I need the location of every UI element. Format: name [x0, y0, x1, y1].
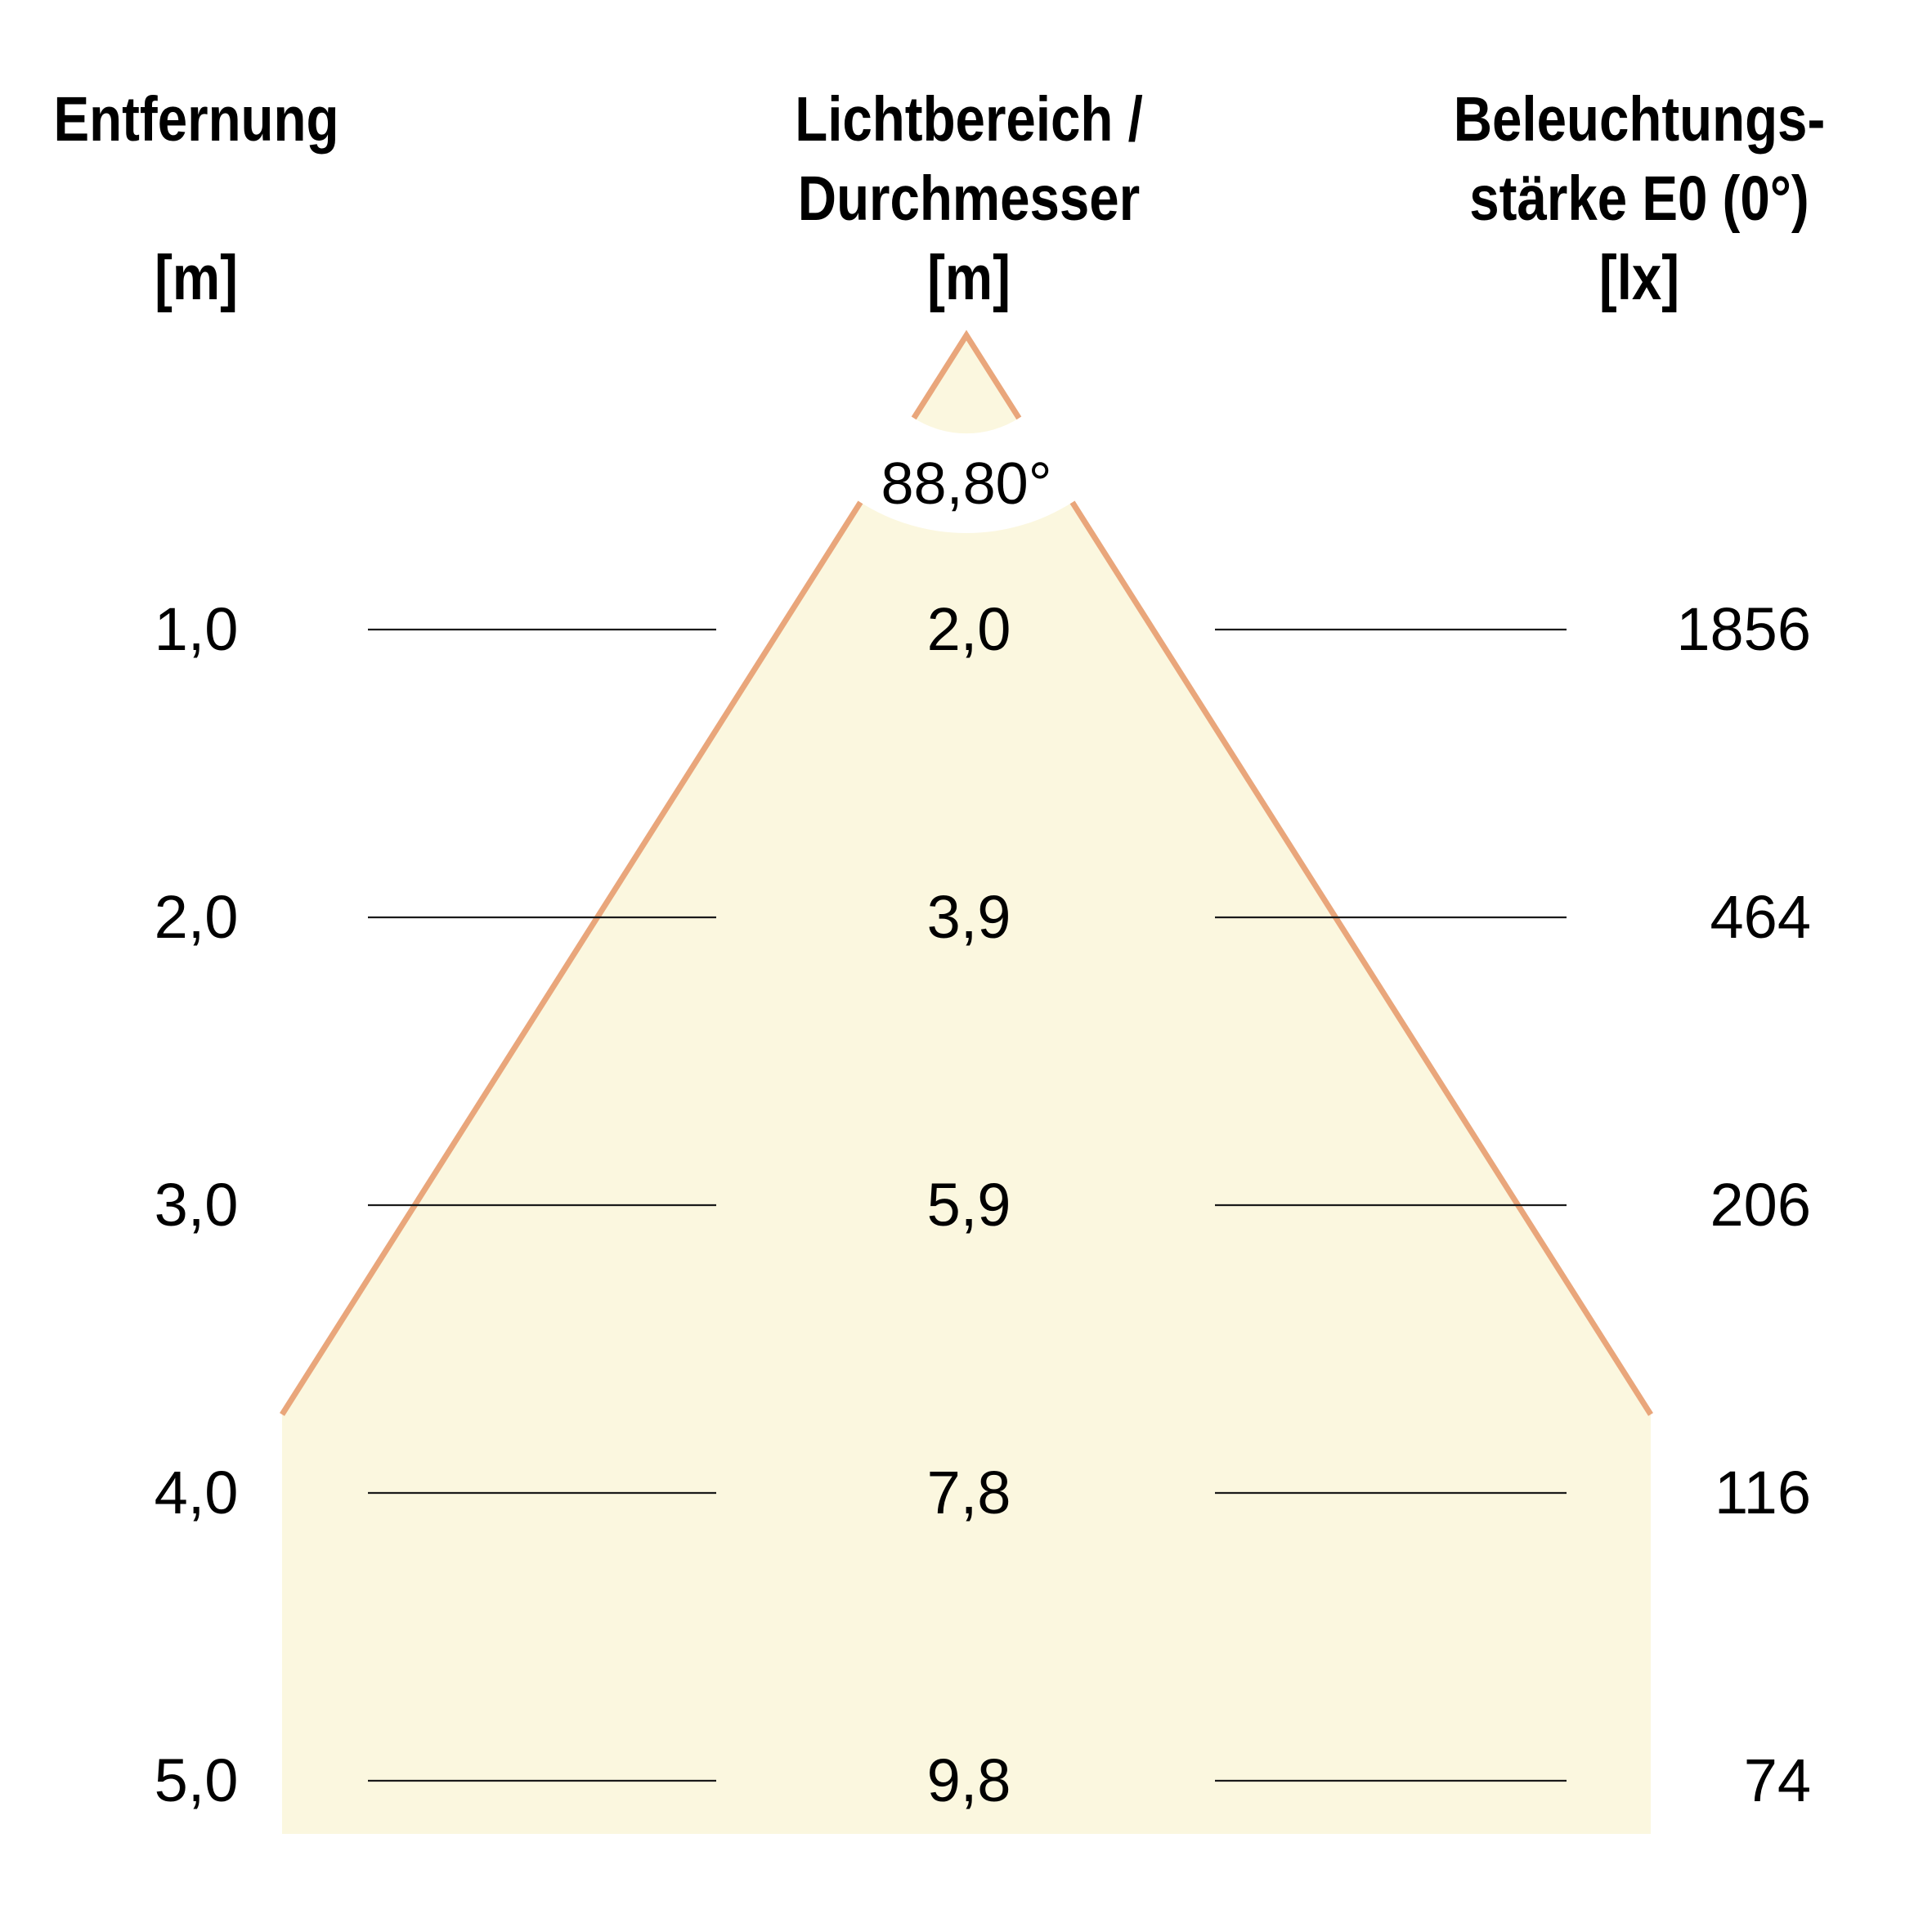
beam-edge-left	[280, 500, 863, 1416]
illuminance-value: 464	[1710, 883, 1811, 951]
header-line: Beleuchtungs-	[1453, 84, 1826, 155]
illuminance-value: 206	[1710, 1171, 1811, 1239]
diameter-value: 2,0	[926, 595, 1011, 663]
illuminance-value: 1856	[1676, 595, 1811, 663]
diameter-value: 5,9	[926, 1171, 1011, 1239]
illuminance-value: 116	[1715, 1459, 1811, 1526]
header-line: stärke E0 (0°)	[1469, 164, 1809, 234]
beam-edge-right	[1069, 500, 1653, 1416]
column-header-distance: Entfernung [m]	[29, 80, 363, 318]
beam-body	[282, 502, 1651, 1834]
illuminance-value: 74	[1743, 1746, 1811, 1814]
header-line: [lx]	[1598, 243, 1680, 313]
column-header-illuminance: Beleuchtungs- stärke E0 (0°) [lx]	[1396, 80, 1883, 318]
distance-value: 3,0	[154, 1171, 239, 1239]
beam-apex-sector	[913, 335, 1020, 434]
header-line: Entfernung	[53, 84, 339, 155]
header-line: [m]	[927, 243, 1011, 313]
column-header-diameter: Lichtbereich / Durchmesser [m]	[726, 80, 1213, 318]
beam-apex-edges	[911, 329, 1022, 420]
diameter-value: 9,8	[926, 1746, 1011, 1814]
distance-value: 1,0	[154, 595, 239, 663]
beam-angle-label: 88,80°	[881, 451, 1052, 517]
diameter-value: 7,8	[926, 1459, 1011, 1526]
header-line	[29, 159, 363, 239]
distance-value: 5,0	[154, 1746, 239, 1814]
header-line: Durchmesser	[797, 164, 1141, 234]
header-line: [m]	[155, 243, 238, 313]
header-line: Lichtbereich /	[795, 84, 1143, 155]
diameter-value: 3,9	[926, 883, 1011, 951]
distance-value: 4,0	[154, 1459, 239, 1526]
distance-value: 2,0	[154, 883, 239, 951]
